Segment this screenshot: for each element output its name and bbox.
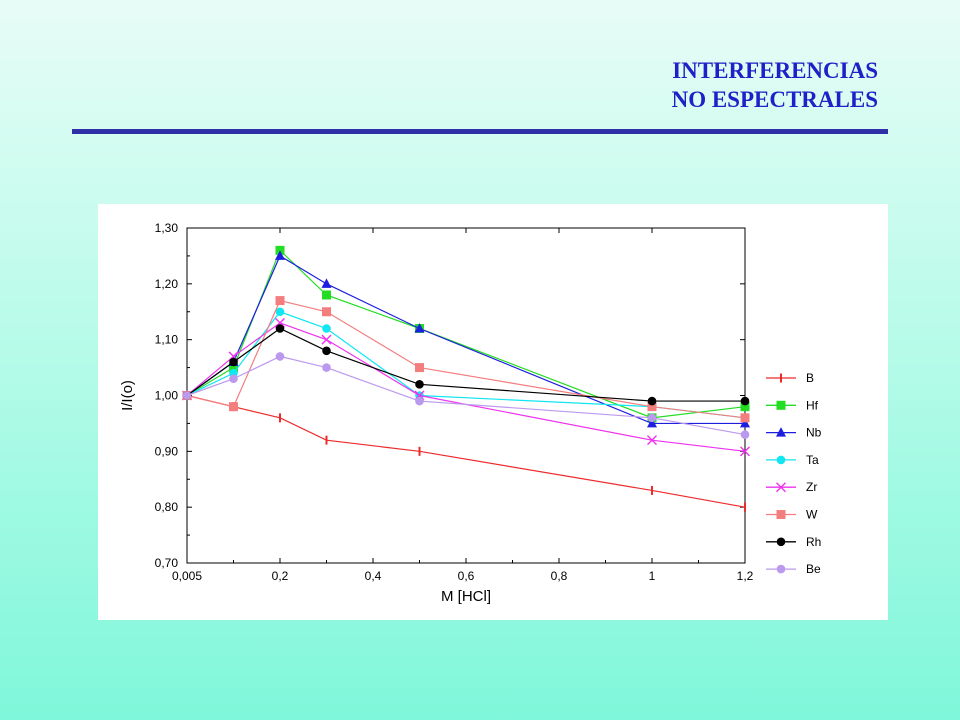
point-rh-6: [740, 396, 750, 406]
point-nb-3: [321, 278, 332, 288]
x-tick-label-2: 0,4: [365, 569, 382, 583]
point-ta-3: [322, 324, 331, 333]
title-rule: [72, 129, 888, 134]
y-tick-label-3: 1,00: [155, 389, 179, 403]
legend-label-w: W: [806, 508, 818, 522]
series-w: [182, 296, 750, 423]
y-tick-label-0: 0,70: [155, 556, 179, 570]
legend-label-nb: Nb: [806, 426, 822, 440]
point-hf-1: [229, 363, 238, 373]
point-zr-5: [647, 435, 657, 446]
series-b: [186, 391, 746, 512]
slide-title-line-1: INTERFERENCIAS: [672, 58, 878, 83]
legend-label-rh: Rh: [806, 535, 821, 549]
point-hf-6: [740, 402, 750, 412]
legend-label-ta: Ta: [806, 453, 819, 467]
legend-item-ta: Ta: [766, 453, 819, 467]
point-w-2: [275, 296, 285, 306]
legend-label-zr: Zr: [806, 480, 817, 494]
point-rh-1: [229, 357, 238, 367]
series-line-w: [186, 299, 746, 419]
point-be-4: [415, 396, 424, 406]
legend-marker-zr: [776, 482, 786, 493]
point-be-6: [740, 430, 750, 439]
legend-label-b: B: [806, 371, 814, 385]
point-w-6: [740, 413, 750, 423]
point-hf-2: [275, 245, 285, 255]
point-be-3: [322, 363, 331, 372]
point-w-1: [229, 402, 238, 412]
point-zr-6: [740, 446, 750, 457]
legend-marker-hf: [776, 400, 786, 410]
legend-item-zr: Zr: [766, 480, 817, 494]
legend-item-rh: Rh: [766, 535, 821, 549]
legend-marker-ta: [776, 455, 786, 465]
point-nb-5: [647, 417, 657, 428]
series-line-hf: [186, 249, 746, 419]
legend-item-be: Be: [766, 562, 821, 576]
legend-item-w: W: [766, 508, 818, 522]
legend-marker-nb: [776, 427, 786, 437]
chart-panel: 0,70 0,80 0,90 1,00 1,10 1,20 1,30 0,005 0,2 0,4 0…: [98, 204, 888, 620]
point-rh-5: [647, 396, 657, 406]
point-ta-2: [275, 307, 285, 317]
legend-label-hf: Hf: [806, 398, 819, 412]
point-rh-2: [275, 324, 285, 333]
y-tick-label-2: 0,90: [155, 444, 179, 458]
point-be-2: [275, 352, 285, 361]
x-tick-label-6: 1,2: [737, 569, 754, 583]
y-tick-label-6: 1,30: [155, 221, 179, 235]
x-tick-label-5: 1: [649, 569, 656, 583]
y-tick-label-4: 1,10: [155, 333, 179, 347]
x-tick-label-3: 0,6: [458, 569, 475, 583]
line-chart: 0,70 0,80 0,90 1,00 1,10 1,20 1,30 0,005 0,2 0,4 0…: [119, 221, 822, 605]
series-line-rh: [186, 327, 745, 402]
point-w-4: [415, 363, 424, 373]
point-nb-4: [414, 323, 425, 333]
series-line-b: [186, 394, 746, 508]
x-tick-label-1: 0,2: [272, 569, 289, 583]
slide-title: INTERFERENCIAS NO ESPECTRALES: [672, 56, 878, 114]
series-be: [182, 352, 750, 439]
point-zr-3: [321, 334, 332, 345]
point-be-0: [182, 391, 192, 400]
point-rh-3: [322, 346, 331, 356]
legend-item-nb: Nb: [766, 426, 822, 440]
y-axis-label: I/I(o): [119, 380, 136, 411]
point-be-1: [229, 374, 238, 384]
y-tick-label-1: 0,80: [155, 500, 179, 514]
point-nb-2: [275, 250, 285, 260]
slide-title-line-2: NO ESPECTRALES: [671, 87, 878, 112]
y-tick-label-5: 1,20: [155, 277, 179, 291]
point-hf-3: [322, 290, 331, 300]
point-nb-6: [740, 417, 750, 428]
point-w-3: [322, 307, 331, 317]
point-rh-4: [415, 380, 424, 389]
series-hf: [182, 245, 750, 423]
x-tick-label-4: 0,8: [551, 569, 568, 583]
series-rh: [182, 324, 750, 406]
point-be-5: [647, 413, 657, 423]
legend-marker-be: [776, 564, 786, 574]
legend-marker-w: [776, 510, 786, 519]
x-axis-label: M [HCl]: [441, 588, 491, 605]
series-line-ta: [186, 311, 746, 419]
x-tick-label-0: 0,005: [172, 569, 202, 583]
legend-item-hf: Hf: [766, 398, 819, 412]
legend-label-be: Be: [806, 562, 821, 576]
legend-item-b: B: [766, 371, 814, 385]
legend-marker-rh: [776, 537, 786, 547]
point-w-5: [647, 402, 657, 412]
